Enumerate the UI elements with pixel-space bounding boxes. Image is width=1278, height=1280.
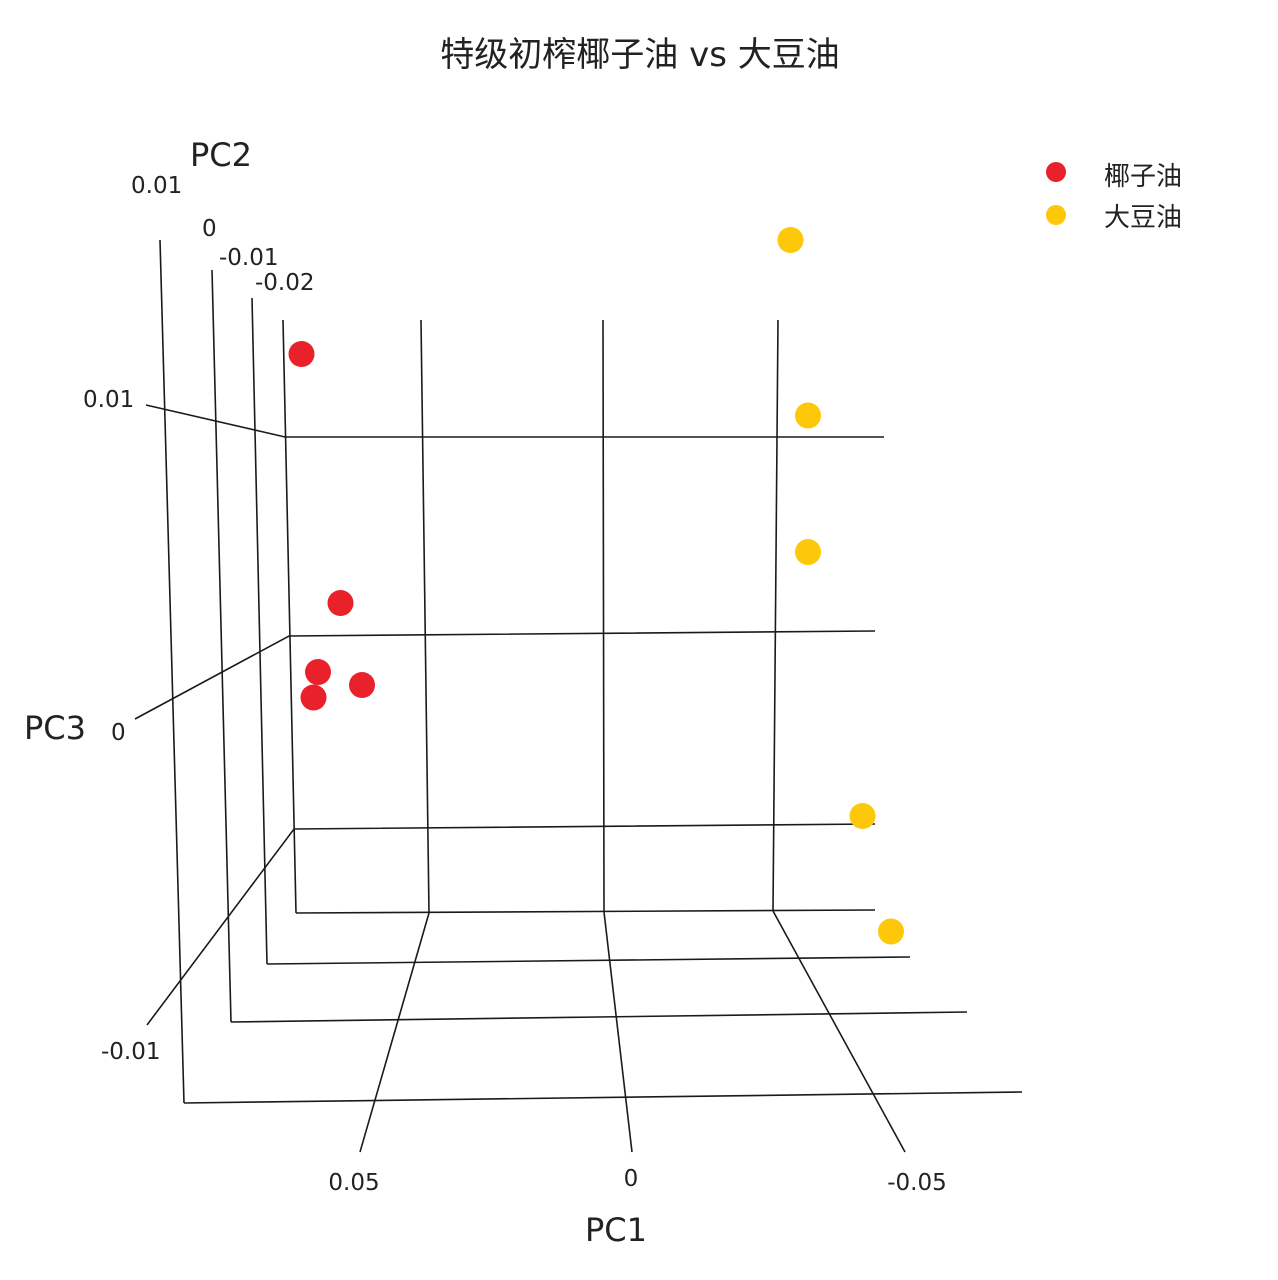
legend-item-coconut[interactable]: 椰子油 <box>1046 162 1182 192</box>
legend-label-soybean: 大豆油 <box>1104 203 1182 233</box>
grid-pc1-line-3 <box>772 319 779 912</box>
grid-pc2-line-1 <box>159 239 185 1104</box>
grid-pc1-ray-2 <box>603 911 633 1153</box>
pc3-tick-labels: 0.01 0 -0.01 <box>83 387 161 1065</box>
pc2-tick-label: 0 <box>202 216 217 242</box>
pc3-tick-label: 0 <box>111 720 126 746</box>
grid-pc2-line-3 <box>251 297 268 965</box>
data-point-coconut-5[interactable] <box>349 672 375 698</box>
grid-pc3-line-3 <box>146 823 876 1026</box>
grid-pc1-ray-1 <box>359 912 430 1153</box>
pc1-tick-label: 0 <box>624 1166 639 1192</box>
axis-label-pc3: PC3 <box>24 709 86 747</box>
legend-label-coconut: 椰子油 <box>1104 162 1182 192</box>
grid-pc2-line-2 <box>211 269 232 1023</box>
pc1-tick-labels: 0.05 0 -0.05 <box>328 1166 946 1196</box>
axis-label-pc1: PC1 <box>585 1211 647 1249</box>
grid-floor-line-3 <box>230 1011 968 1023</box>
grid-pc1-line-1 <box>420 319 430 914</box>
grid-pc3-line-1 <box>145 404 884 438</box>
chart-title: 特级初榨椰子油 vs 大豆油 <box>440 35 839 75</box>
data-point-coconut-3[interactable] <box>305 659 331 685</box>
data-point-coconut-1[interactable] <box>288 341 315 367</box>
pc3-tick-label: -0.01 <box>101 1039 161 1065</box>
legend-marker-coconut <box>1046 162 1066 182</box>
pc2-tick-label: 0.01 <box>131 173 182 199</box>
pc1-tick-label: 0.05 <box>328 1170 379 1196</box>
data-point-coconut-2[interactable] <box>327 590 354 616</box>
grid-pc3-line-2 <box>134 630 876 720</box>
data-point-soybean-5[interactable] <box>878 918 904 945</box>
legend-marker-soybean <box>1046 205 1066 225</box>
data-point-soybean-2[interactable] <box>795 402 821 429</box>
grid-floor-line-1 <box>295 909 876 914</box>
grid-pc2-line-4 <box>282 319 297 914</box>
grid-floor-line-4 <box>183 1091 1023 1104</box>
grid-lines <box>134 239 1023 1153</box>
pc2-tick-label: -0.01 <box>219 245 279 271</box>
pc2-tick-label: -0.02 <box>255 270 315 296</box>
pc2-tick-labels: 0.01 0 -0.01 -0.02 <box>131 173 315 296</box>
axis-label-pc2: PC2 <box>190 136 252 174</box>
data-point-soybean-3[interactable] <box>795 539 821 565</box>
data-point-soybean-1[interactable] <box>777 227 804 253</box>
data-point-soybean-4[interactable] <box>849 803 876 829</box>
pc3-tick-label: 0.01 <box>83 387 134 413</box>
grid-pc1-ray-3 <box>772 910 906 1153</box>
grid-floor-line-2 <box>266 956 911 965</box>
data-points <box>288 227 904 945</box>
pc1-tick-label: -0.05 <box>887 1170 947 1196</box>
data-point-coconut-4[interactable] <box>300 684 327 711</box>
legend-item-soybean[interactable]: 大豆油 <box>1046 203 1182 233</box>
grid-pc1-line-2 <box>602 319 605 913</box>
legend: 椰子油 大豆油 <box>1046 162 1182 233</box>
